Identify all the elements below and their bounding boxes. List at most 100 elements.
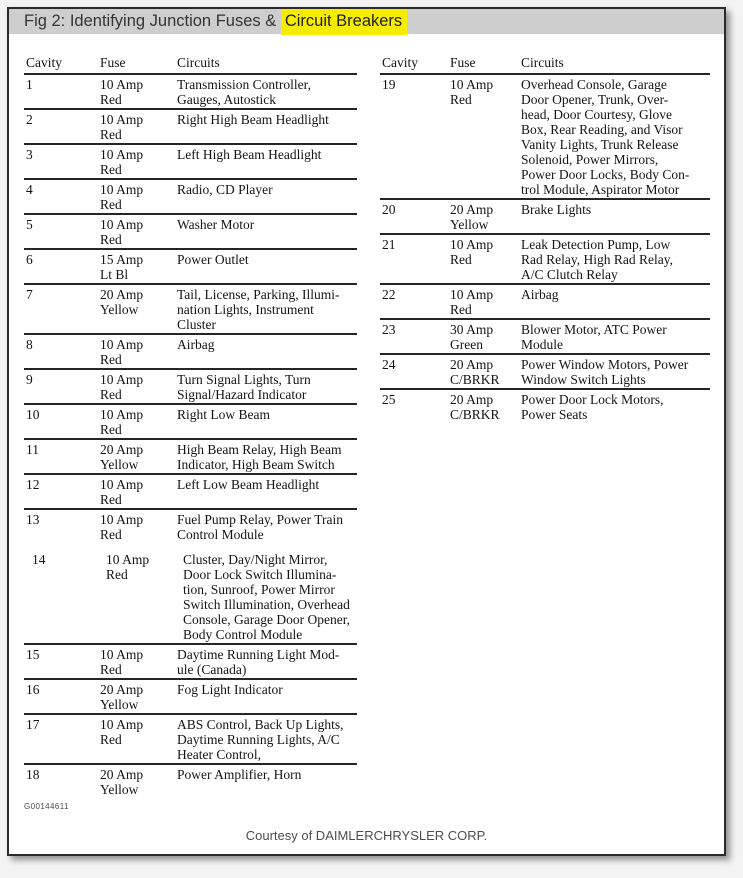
fuse-cell: 10 Amp Red <box>98 543 175 645</box>
table-row: 22 10 Amp Red Airbag <box>380 284 710 320</box>
table-row: 16 20 Amp Yellow Fog Light Indicator <box>24 679 357 715</box>
cavity-cell: 9 <box>24 369 98 405</box>
cavity-cell: 13 <box>26 512 40 527</box>
fuse-cell: 10 Amp Red <box>98 474 175 510</box>
circuits-cell: Transmission Controller, Gauges, Autosti… <box>175 74 357 110</box>
fuse-cell: 20 Amp Yellow <box>98 679 175 715</box>
courtesy-line: Courtesy of DAIMLERCHRYSLER CORP. <box>245 828 488 843</box>
table-row: 8 10 Amp Red Airbag <box>24 334 357 370</box>
fuse-cell: 10 Amp Red <box>98 334 175 370</box>
circuits-cell: Airbag <box>175 334 357 370</box>
table-row: 6 15 Amp Lt Bl Power Outlet <box>24 249 357 285</box>
table-row: 18 20 Amp Yellow Power Amplifier, Horn <box>24 764 357 798</box>
table-row: 25 20 Amp C/BRKR Power Door Lock Motors, P… <box>380 389 710 423</box>
circuits-cell: Right Low Beam <box>175 404 357 440</box>
header-row: Cavity Fuse Circuits <box>380 55 710 75</box>
circuits-cell: Left High Beam Headlight <box>175 144 357 180</box>
fuse-cell: 10 Amp Red <box>98 74 175 110</box>
circuits-cell: Daytime Running Light Mod- ule (Canada) <box>175 644 357 680</box>
cavity-cell: 19 <box>380 74 448 200</box>
cavity-cell: 14 <box>24 543 98 645</box>
column-header: Cavity <box>24 55 98 75</box>
circuits-cell: Right High Beam Headlight <box>175 109 357 145</box>
table-row: 12 10 Amp Red Left Low Beam Headlight <box>24 474 357 510</box>
circuits-cell: Airbag <box>519 284 710 320</box>
circuits-cell: ABS Control, Back Up Lights, Daytime Run… <box>175 714 357 765</box>
cavity-cell: 10 <box>24 404 98 440</box>
circuits-cell: Power Door Lock Motors, Power Seats <box>521 392 664 422</box>
circuits-cell: Left Low Beam Headlight <box>175 474 357 510</box>
table-row: 14 10 Amp Red Cluster, Day/Night Mirror, D… <box>24 543 357 645</box>
circuits-cell: Turn Signal Lights, Turn Signal/Hazard I… <box>175 369 357 405</box>
cavity-cell: 25 <box>382 392 396 407</box>
table-row: 5 10 Amp Red Washer Motor <box>24 214 357 250</box>
document-frame: Fig 2: Identifying Junction Fuses & Circ… <box>7 7 726 856</box>
circuits-cell: Overhead Console, Garage Door Opener, Tr… <box>519 74 710 200</box>
circuits-cell: Leak Detection Pump, Low Rad Relay, High… <box>519 234 710 285</box>
fuse-cell: 10 Amp Red <box>98 404 175 440</box>
circuits-cell: Power Outlet <box>175 249 357 285</box>
circuits-cell: Brake Lights <box>519 199 710 235</box>
fuse-cell: 20 Amp Yellow <box>98 284 175 335</box>
fuse-cell: 20 Amp C/BRKR <box>450 392 500 422</box>
table-row: 7 20 Amp Yellow Tail, License, Parking, Il… <box>24 284 357 335</box>
cavity-cell: 17 <box>24 714 98 765</box>
cavity-cell: 20 <box>380 199 448 235</box>
cavity-cell: 2 <box>24 109 98 145</box>
column-header: Fuse <box>448 55 519 75</box>
circuits-cell: High Beam Relay, High Beam Indicator, Hi… <box>175 439 357 475</box>
table-row: 17 10 Amp Red ABS Control, Back Up Lights,… <box>24 714 357 765</box>
cavity-cell: 15 <box>24 644 98 680</box>
circuits-cell: Fog Light Indicator <box>175 679 357 715</box>
fuse-cell: 10 Amp Red <box>98 644 175 680</box>
cavity-cell: 18 <box>26 767 40 782</box>
cavity-cell: 3 <box>24 144 98 180</box>
table-row: 24 20 Amp C/BRKR Power Window Motors, Powe… <box>380 354 710 390</box>
cavity-cell: 21 <box>380 234 448 285</box>
circuits-cell: Power Amplifier, Horn <box>177 767 302 782</box>
fuse-cell: 10 Amp Red <box>448 234 519 285</box>
fuse-cell: 10 Amp Red <box>98 214 175 250</box>
figure-title-bar: Fig 2: Identifying Junction Fuses & Circ… <box>9 8 724 35</box>
fuse-cell: 20 Amp Yellow <box>448 199 519 235</box>
fuse-cell: 10 Amp Red <box>98 714 175 765</box>
column-header: Fuse <box>98 55 175 75</box>
fuse-cell: 10 Amp Red <box>100 512 144 542</box>
table-row: 15 10 Amp Red Daytime Running Light Mod- u… <box>24 644 357 680</box>
fuse-cell: 20 Amp Yellow <box>100 767 144 797</box>
table-row: 19 10 Amp Red Overhead Console, Garage Doo… <box>380 74 710 200</box>
table-row: 13 10 Amp Red Fuel Pump Relay, Power Train… <box>24 509 357 543</box>
table-row: 21 10 Amp Red Leak Detection Pump, Low Rad… <box>380 234 710 285</box>
cavity-cell: 23 <box>380 319 448 355</box>
figure-title-prefix: Fig 2: Identifying Junction Fuses & <box>24 12 281 30</box>
figure-id: G00144611 <box>24 802 69 811</box>
fuse-cell: 20 Amp Yellow <box>98 439 175 475</box>
table-row: 4 10 Amp Red Radio, CD Player <box>24 179 357 215</box>
cavity-cell: 1 <box>24 74 98 110</box>
table-row: 2 10 Amp Red Right High Beam Headlight <box>24 109 357 145</box>
circuits-cell: Blower Motor, ATC Power Module <box>519 319 710 355</box>
fuse-table-left: Cavity Fuse Circuits 1 10 Amp Red Transmissio… <box>24 55 357 798</box>
cavity-cell: 6 <box>24 249 98 285</box>
cavity-cell: 16 <box>24 679 98 715</box>
circuits-cell: Cluster, Day/Night Mirror, Door Lock Swi… <box>175 543 357 645</box>
table-row: 20 20 Amp Yellow Brake Lights <box>380 199 710 235</box>
fuse-table-left-column: Cavity Fuse Circuits 1 10 Amp Red Transmissio… <box>24 55 357 811</box>
circuits-cell: Tail, License, Parking, Illumi- nation L… <box>175 284 357 335</box>
cavity-cell: 7 <box>24 284 98 335</box>
table-row: 10 10 Amp Red Right Low Beam <box>24 404 357 440</box>
cavity-cell: 12 <box>24 474 98 510</box>
fuse-cell: 10 Amp Red <box>98 144 175 180</box>
fuse-cell: 30 Amp Green <box>448 319 519 355</box>
fuse-cell: 10 Amp Red <box>98 179 175 215</box>
fuse-table-right: Cavity Fuse Circuits 19 10 Amp Red Overhead C… <box>380 55 710 423</box>
document-body: Cavity Fuse Circuits 1 10 Amp Red Transmissio… <box>9 34 724 855</box>
fuse-cell: 10 Amp Red <box>98 109 175 145</box>
fuse-cell: 20 Amp C/BRKR <box>448 354 519 390</box>
cavity-cell: 4 <box>24 179 98 215</box>
header-row: Cavity Fuse Circuits <box>24 55 357 75</box>
cavity-cell: 5 <box>24 214 98 250</box>
cavity-cell: 22 <box>380 284 448 320</box>
circuits-cell: Power Window Motors, Power Window Switch… <box>519 354 710 390</box>
